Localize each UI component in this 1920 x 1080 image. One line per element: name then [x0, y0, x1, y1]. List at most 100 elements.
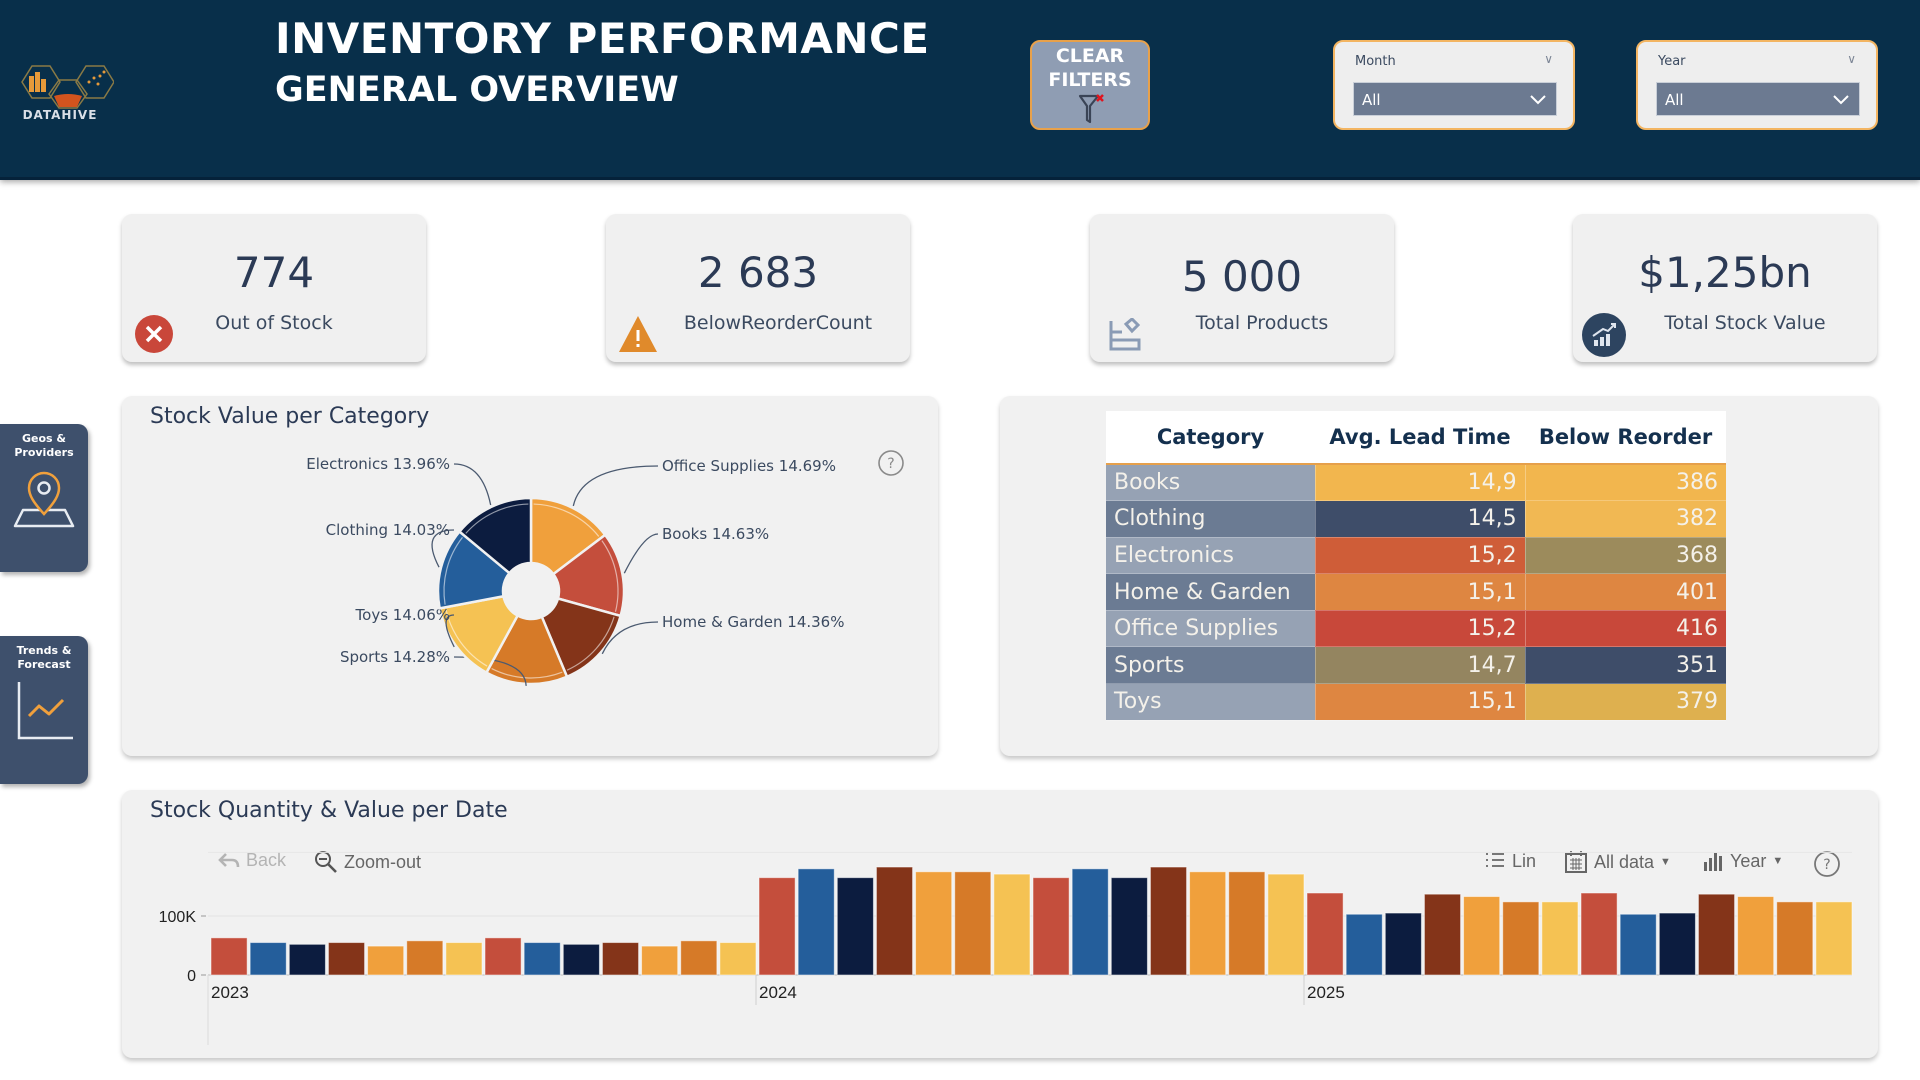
table-row[interactable]: Books 14,9 386 [1106, 464, 1726, 502]
cell-category: Books [1106, 464, 1315, 502]
cell-avg-lead-time: 15,2 [1314, 537, 1526, 575]
warning-triangle-icon [619, 316, 657, 352]
table-row[interactable]: Home & Garden 15,1 401 [1106, 573, 1726, 611]
nav-geos-providers-button[interactable]: Geos & Providers [0, 424, 88, 572]
cell-category: Toys [1106, 683, 1315, 721]
column-header-below-reorder[interactable]: Below Reorder [1525, 411, 1726, 465]
zoom-out-button[interactable]: Zoom-out [314, 850, 421, 874]
page-subtitle: GENERAL OVERVIEW [275, 70, 679, 110]
nav-trends-forecast-button[interactable]: Trends & Forecast [0, 636, 88, 784]
pie-slice-highlight [601, 540, 619, 612]
kpi-total-products: 5 000 Total Products [1090, 214, 1394, 362]
donut-chart: Office Supplies 14.69% Books 14.63% Home &… [306, 455, 844, 686]
pie-slice-books[interactable] [551, 533, 626, 618]
cell-avg-lead-time: 14,5 [1314, 500, 1526, 538]
table-row[interactable]: Sports 14,7 351 [1106, 646, 1726, 685]
cell-category: Office Supplies [1106, 610, 1315, 648]
cell-below-reorder: 386 [1524, 464, 1726, 502]
kpi-caption: Out of Stock [215, 312, 333, 334]
cell-avg-lead-time: 14,7 [1314, 646, 1526, 685]
header-bar: DATAHIVE INVENTORY PERFORMANCE GENERAL O… [0, 0, 1920, 180]
table-row[interactable]: Clothing 14,5 382 [1106, 500, 1726, 538]
cell-avg-lead-time: 14,9 [1314, 464, 1526, 502]
drill-back-label: Back [246, 850, 287, 870]
column-header-category[interactable]: Category [1106, 411, 1315, 465]
kpi-caption: BelowReorderCount [683, 312, 873, 334]
clear-filters-label-1: CLEAR [1055, 45, 1125, 67]
pie-slice-highlight [443, 537, 463, 605]
chevron-down-icon [1833, 95, 1849, 105]
month-slicer-collapse-icon[interactable]: ∨ [1544, 52, 1553, 66]
nav-trends-label-1: Trends & [16, 644, 72, 657]
year-slicer-collapse-icon[interactable]: ∨ [1847, 52, 1856, 66]
cell-below-reorder: 382 [1524, 500, 1726, 538]
pie-slice-highlight [491, 668, 563, 679]
kpi-out-of-stock: 774 Out of Stock [122, 214, 426, 362]
caret-down-icon: ▼ [1660, 856, 1671, 868]
pie-slice-toys[interactable] [438, 594, 520, 675]
month-slicer: Month ∨ All [1333, 40, 1575, 130]
pie-leader-line [453, 463, 492, 506]
page-title: INVENTORY PERFORMANCE [275, 14, 930, 63]
granularity-label: Year [1730, 850, 1767, 871]
date-range-label: All data [1594, 851, 1655, 872]
pie-data-label: Office Supplies 14.69% [662, 457, 836, 475]
year-slicer: Year ∨ All [1636, 40, 1878, 130]
table-header-row: Category Avg. Lead Time Below Reorder [1106, 411, 1726, 465]
pie-slice-highlight [533, 503, 600, 537]
nav-geos-label-2: Providers [14, 446, 74, 459]
column-header-avg-lead-time[interactable]: Avg. Lead Time [1315, 411, 1526, 465]
pie-leader-line [623, 533, 659, 574]
pie-slice-highlight [465, 503, 529, 534]
cell-avg-lead-time: 15,1 [1314, 573, 1526, 611]
pie-title: Stock Value per Category [150, 404, 430, 429]
table-row[interactable]: Office Supplies 15,2 416 [1106, 610, 1726, 648]
clear-filters-label-2: FILTERS [1048, 69, 1132, 91]
caret-down-icon: ▼ [1772, 855, 1784, 867]
svg-text:?: ? [887, 456, 894, 472]
kpi-value: 774 [233, 248, 315, 297]
month-dropdown[interactable]: All [1353, 82, 1557, 116]
pie-slice-clothing[interactable] [436, 529, 512, 610]
pie-slice-sports[interactable] [484, 613, 569, 686]
pie-data-label: Sports 14.28% [340, 648, 450, 666]
list-icon [1486, 853, 1504, 867]
pie-slice-electronics[interactable] [457, 496, 533, 575]
pie-leader-line [431, 529, 455, 568]
nav-geos-label-1: Geos & [21, 432, 67, 445]
table-row[interactable]: Electronics 15,2 368 [1106, 537, 1726, 575]
granularity-dropdown[interactable]: Year ▼ [1702, 850, 1783, 872]
category-matrix-table: Category Avg. Lead Time Below Reorder Bo… [1106, 411, 1726, 721]
year-slicer-label: Year [1658, 54, 1686, 69]
cell-below-reorder: 351 [1524, 646, 1726, 685]
clear-filters-button[interactable]: CLEAR FILTERS [1030, 40, 1150, 130]
pie-slice-home-garden[interactable] [540, 596, 623, 679]
zoom-out-icon [315, 851, 337, 873]
logo-text: DATAHIVE [22, 108, 98, 122]
date-range-dropdown[interactable]: All data ▼ [1564, 850, 1671, 874]
clear-filter-funnel-icon [1078, 94, 1104, 124]
cell-category: Clothing [1106, 500, 1315, 538]
pie-slice-office-supplies[interactable] [529, 496, 607, 576]
year-dropdown-value: All [1665, 91, 1684, 109]
pie-data-label: Home & Garden 14.36% [662, 613, 844, 631]
svg-text:?: ? [1823, 857, 1830, 873]
cell-below-reorder: 379 [1524, 683, 1726, 721]
table-row[interactable]: Toys 15,1 379 [1106, 683, 1726, 721]
scale-toggle-button[interactable]: Lin [1484, 850, 1536, 872]
help-circle-icon[interactable]: ? [1813, 850, 1841, 878]
month-slicer-label: Month [1355, 54, 1396, 69]
kpi-value: $1,25bn [1638, 248, 1812, 297]
growth-chart-icon [1582, 313, 1626, 357]
year-dropdown[interactable]: All [1656, 82, 1860, 116]
cell-avg-lead-time: 15,1 [1314, 683, 1526, 721]
cell-category: Electronics [1106, 537, 1315, 575]
kpi-total-stock-value: $1,25bn Total Stock Value [1573, 214, 1877, 362]
cell-avg-lead-time: 15,2 [1314, 610, 1526, 648]
drill-back-button[interactable]: Back [218, 850, 286, 871]
pie-data-label: Electronics 13.96% [306, 455, 450, 473]
zoom-out-label: Zoom-out [344, 851, 422, 872]
kpi-below-reorder: 2 683 BelowReorderCount [606, 214, 910, 362]
back-arrow-icon [218, 852, 240, 867]
help-circle-icon[interactable]: ? [877, 449, 905, 477]
